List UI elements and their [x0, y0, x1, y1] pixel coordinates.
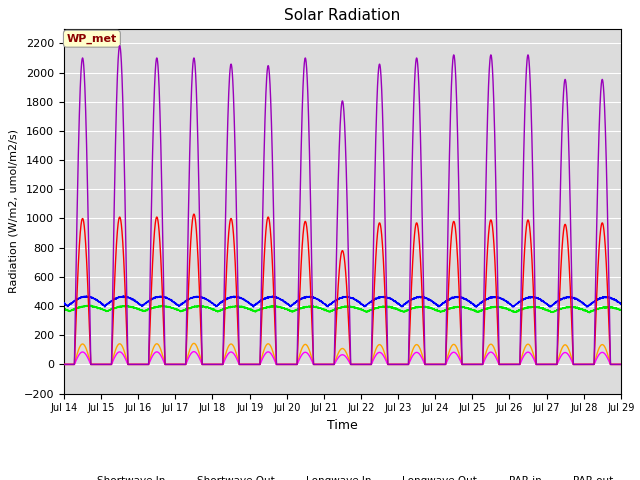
Legend: Shortwave In, Shortwave Out, Longwave In, Longwave Out, PAR in, PAR out: Shortwave In, Shortwave Out, Longwave In… [68, 472, 617, 480]
Y-axis label: Radiation (W/m2, umol/m2/s): Radiation (W/m2, umol/m2/s) [8, 129, 18, 293]
Text: WP_met: WP_met [67, 34, 117, 44]
Title: Solar Radiation: Solar Radiation [284, 9, 401, 24]
X-axis label: Time: Time [327, 419, 358, 432]
